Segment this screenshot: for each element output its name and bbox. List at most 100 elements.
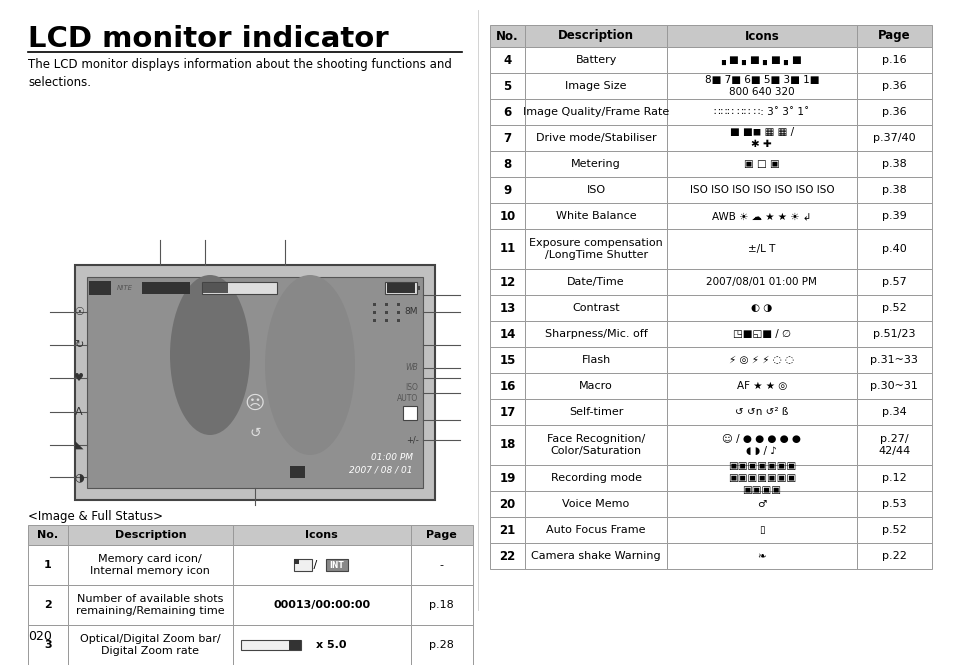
Bar	[490, 321, 525, 347]
Text: p.37/40: p.37/40	[872, 133, 915, 143]
Bar	[411, 525, 473, 545]
Text: p.18: p.18	[429, 600, 454, 610]
Bar	[294, 559, 298, 564]
Text: p.36: p.36	[882, 81, 905, 91]
Text: Icons: Icons	[305, 530, 337, 540]
Text: 16: 16	[499, 380, 516, 392]
Bar	[666, 373, 856, 399]
Text: Exposure compensation
/LongTime Shutter: Exposure compensation /LongTime Shutter	[529, 238, 662, 260]
Text: INT: INT	[329, 561, 344, 569]
Bar	[385, 282, 416, 294]
Bar	[666, 465, 856, 491]
Text: p.53: p.53	[882, 499, 905, 509]
Text: ☺ / ● ● ● ● ●
◖ ◗ / ♪: ☺ / ● ● ● ● ● ◖ ◗ / ♪	[721, 434, 801, 456]
Bar	[525, 399, 666, 425]
Text: ▯: ▯	[759, 525, 764, 535]
Bar	[68, 585, 233, 625]
Bar	[490, 347, 525, 373]
Bar	[856, 347, 931, 373]
Bar	[490, 125, 525, 151]
Bar	[490, 399, 525, 425]
Bar	[490, 517, 525, 543]
Text: Image Size: Image Size	[565, 81, 626, 91]
Bar	[490, 151, 525, 177]
Text: 2007/08/01 01:00 PM: 2007/08/01 01:00 PM	[705, 277, 817, 287]
Bar	[525, 373, 666, 399]
Bar	[89, 281, 111, 295]
Bar	[856, 399, 931, 425]
Bar	[525, 347, 666, 373]
Text: AWB ☀ ☁ ★ ★ ☀ ↲: AWB ☀ ☁ ★ ★ ☀ ↲	[711, 211, 811, 221]
Bar	[856, 543, 931, 569]
Text: ♥: ♥	[74, 373, 84, 383]
Text: Drive mode/Stabiliser: Drive mode/Stabiliser	[536, 133, 656, 143]
Bar	[385, 319, 388, 322]
Text: 18: 18	[499, 438, 516, 452]
Text: No.: No.	[37, 530, 58, 540]
Bar	[240, 640, 300, 650]
Text: Metering: Metering	[571, 159, 620, 169]
Text: 4: 4	[503, 53, 511, 66]
Bar	[68, 545, 233, 585]
Text: ♂: ♂	[757, 499, 765, 509]
Text: Optical/Digital Zoom bar/
Digital Zoom rate: Optical/Digital Zoom bar/ Digital Zoom r…	[80, 634, 220, 656]
Bar	[666, 203, 856, 229]
Bar	[142, 282, 190, 294]
Text: 17: 17	[499, 406, 516, 418]
Text: Page: Page	[426, 530, 456, 540]
Bar	[856, 229, 931, 269]
Bar	[666, 425, 856, 465]
Bar	[856, 295, 931, 321]
Text: ▖■ ▖■ ▖■ ▖■: ▖■ ▖■ ▖■ ▖■	[720, 55, 801, 65]
Bar	[28, 625, 68, 665]
Bar	[666, 229, 856, 269]
Text: ◳■◱■ / ∅: ◳■◱■ / ∅	[732, 329, 790, 339]
Text: 2: 2	[44, 600, 51, 610]
Bar	[490, 99, 525, 125]
Bar	[373, 303, 375, 306]
Text: ■ ■◼ ▦ ▦ /
✱ ✚: ■ ■◼ ▦ ▦ / ✱ ✚	[729, 127, 793, 149]
Text: p.38: p.38	[882, 185, 906, 195]
Bar	[666, 543, 856, 569]
Ellipse shape	[265, 275, 355, 455]
Bar	[666, 517, 856, 543]
Text: AF ★ ★ ◎: AF ★ ★ ◎	[736, 381, 786, 391]
Bar	[856, 73, 931, 99]
Bar	[525, 269, 666, 295]
Bar	[233, 525, 411, 545]
Bar	[525, 543, 666, 569]
Bar	[856, 47, 931, 73]
Bar	[87, 277, 422, 488]
Bar	[525, 465, 666, 491]
Bar	[525, 177, 666, 203]
Text: LCD monitor indicator: LCD monitor indicator	[28, 25, 388, 53]
Bar	[411, 625, 473, 665]
Bar	[233, 625, 411, 665]
Text: Page: Page	[877, 29, 910, 43]
Text: 19: 19	[499, 471, 516, 485]
Text: ⚡ ◎ ⚡ ⚡ ◌ ◌: ⚡ ◎ ⚡ ⚡ ◌ ◌	[728, 355, 794, 365]
Text: Description: Description	[558, 29, 634, 43]
Bar	[396, 303, 399, 306]
Text: ▣ □ ▣: ▣ □ ▣	[743, 159, 779, 169]
Bar	[856, 125, 931, 151]
Text: Date/Time: Date/Time	[567, 277, 624, 287]
Text: White Balance: White Balance	[556, 211, 636, 221]
Bar	[490, 47, 525, 73]
Bar	[666, 99, 856, 125]
Bar	[28, 545, 68, 585]
Text: Icons: Icons	[743, 29, 779, 43]
Bar	[490, 269, 525, 295]
Bar	[385, 303, 388, 306]
Text: ±/L T: ±/L T	[747, 244, 775, 254]
Bar	[28, 585, 68, 625]
Bar	[490, 491, 525, 517]
Text: ISO ISO ISO ISO ISO ISO ISO: ISO ISO ISO ISO ISO ISO ISO	[689, 185, 833, 195]
Text: p.22: p.22	[882, 551, 906, 561]
Text: Memory card icon/
Internal memory icon: Memory card icon/ Internal memory icon	[91, 554, 210, 576]
Text: Macro: Macro	[578, 381, 613, 391]
Bar	[233, 585, 411, 625]
Text: x 5.0: x 5.0	[315, 640, 346, 650]
Bar	[856, 465, 931, 491]
Text: p.52: p.52	[882, 525, 906, 535]
